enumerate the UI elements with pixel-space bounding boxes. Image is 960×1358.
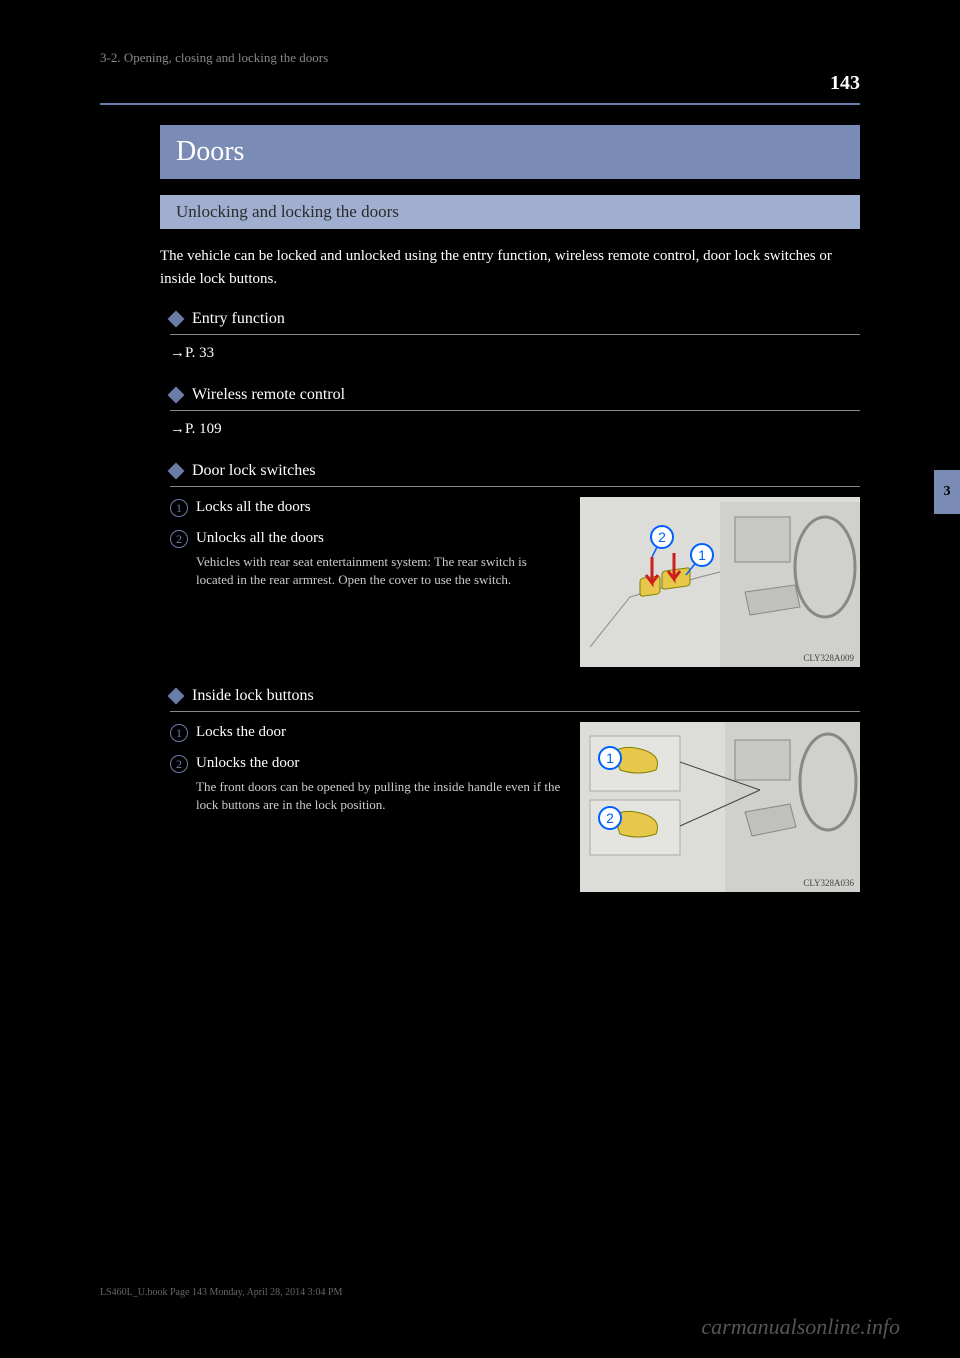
callout-num: 2 [658,529,666,545]
step-number-icon: 1 [170,724,188,742]
image-code: CLY328A036 [803,878,854,888]
step-note: Vehicles with rear seat entertainment sy… [196,553,564,589]
step-content: Locks the door [196,722,286,743]
method-switches-body: 1 Locks all the doors 2 Unlocks all the … [170,497,860,667]
title-bar: Doors [160,125,860,179]
divider [170,410,860,411]
header-divider [100,103,860,105]
method-ref: →P. 33 [170,345,860,362]
method-ref: →P. 109 [170,421,860,438]
step-row: 1 Locks the door [170,722,564,743]
divider [170,334,860,335]
section-tab: 3 [934,470,960,514]
manual-page: 3-2. Opening, closing and locking the do… [0,0,960,1358]
callout-num: 1 [606,750,614,766]
intro-text: The vehicle can be locked and unlocked u… [160,245,860,290]
divider [170,486,860,487]
step-text: Locks all the doors [196,497,311,518]
subtitle-text: Unlocking and locking the doors [176,202,399,222]
door-switch-illustration: 1 2 CLY328A009 [580,497,860,667]
breadcrumb: 3-2. Opening, closing and locking the do… [60,50,900,66]
method-text-col: 1 Locks all the doors 2 Unlocks all the … [170,497,564,667]
step-content: Unlocks all the doors Vehicles with rear… [196,528,564,589]
diamond-icon [168,311,185,328]
header-row: 143 [60,72,900,95]
footer-small: LS460L_U.book Page 143 Monday, April 28,… [100,1287,342,1298]
method-label: Door lock switches [192,462,316,480]
diamond-icon [168,688,185,705]
step-row: 2 Unlocks the door The front doors can b… [170,753,564,814]
method-image-col: 1 2 CLY328A036 [580,722,860,892]
method-heading-wireless: Wireless remote control [170,386,850,404]
interior-switch-svg: 1 2 [580,497,860,667]
method-inside-lock-body: 1 Locks the door 2 Unlocks the door The … [170,722,860,892]
method-image-col: 1 2 CLY328A009 [580,497,860,667]
step-text: Unlocks the door [196,753,564,774]
step-content: Unlocks the door The front doors can be … [196,753,564,814]
step-row: 2 Unlocks all the doors Vehicles with re… [170,528,564,589]
callout-num: 2 [606,810,614,826]
step-note: The front doors can be opened by pulling… [196,778,564,814]
callout-num: 1 [698,547,706,563]
image-code: CLY328A009 [803,653,854,663]
divider [170,711,860,712]
diamond-icon [168,463,185,480]
step-number-icon: 2 [170,755,188,773]
title-bar-text: Doors [176,136,244,168]
inside-lock-illustration: 1 2 CLY328A036 [580,722,860,892]
step-row: 1 Locks all the doors [170,497,564,518]
diamond-icon [168,387,185,404]
step-number-icon: 1 [170,499,188,517]
method-heading-entry: Entry function [170,310,850,328]
watermark: carmanualsonline.info [701,1314,900,1340]
method-heading-switches: Door lock switches [170,462,850,480]
step-text: Unlocks all the doors [196,528,564,549]
page-number: 143 [830,72,860,95]
step-number-icon: 2 [170,530,188,548]
method-heading-inside-lock: Inside lock buttons [170,687,850,705]
subtitle-bar: Unlocking and locking the doors [160,195,860,229]
method-text-col: 1 Locks the door 2 Unlocks the door The … [170,722,564,892]
method-label: Wireless remote control [192,386,345,404]
method-label: Entry function [192,310,285,328]
method-label: Inside lock buttons [192,687,314,705]
interior-lock-svg: 1 2 [580,722,860,892]
step-content: Locks all the doors [196,497,311,518]
step-text: Locks the door [196,722,286,743]
